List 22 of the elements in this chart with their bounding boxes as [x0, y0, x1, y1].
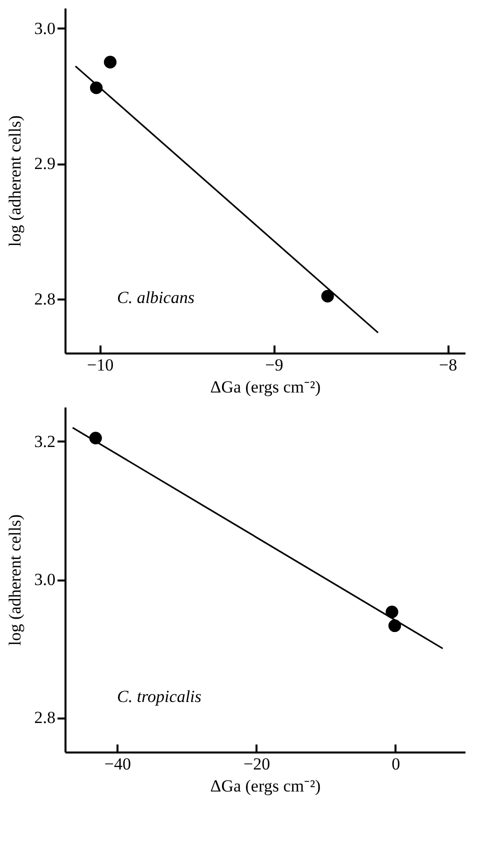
y-tick-label: 3.0: [34, 570, 56, 589]
point: [386, 606, 398, 618]
point: [104, 56, 117, 68]
x-tick-label: −20: [244, 754, 270, 774]
y-tick-label: 2.8: [34, 708, 56, 727]
x-tick-label: −10: [86, 356, 114, 374]
annotation: C. albicans: [117, 288, 195, 307]
point: [321, 290, 334, 302]
y-axis-title: log (adherent cells): [5, 115, 24, 247]
point: [388, 619, 402, 632]
x-tick-label: −40: [104, 754, 131, 774]
y-axis-title: log (adherent cells): [5, 514, 24, 646]
x-tick-label: −8: [439, 356, 458, 374]
annotation: C. tropicalis: [117, 686, 202, 706]
y-tick-label: 2.9: [34, 154, 56, 174]
y-tick-label: 3.2: [34, 432, 56, 451]
y-tick-label: 2.8: [34, 289, 56, 308]
x-axis-title: ΔGa (ergs cm⁻²): [210, 776, 321, 796]
x-tick-label: −9: [265, 356, 284, 374]
x-tick-label: 0: [392, 754, 400, 774]
y-tick-label: 3.0: [34, 18, 56, 38]
x-axis-title: ΔGa (ergs cm⁻²): [210, 378, 321, 396]
